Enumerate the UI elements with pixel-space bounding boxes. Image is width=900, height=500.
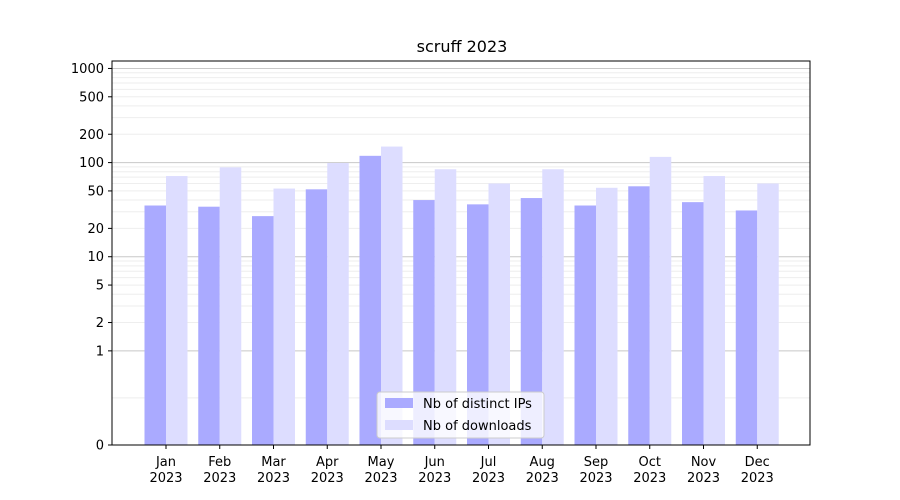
x-tick-label-month: Sep	[584, 455, 609, 470]
y-tick-label: 5	[96, 279, 104, 294]
x-axis: Jan2023Feb2023Mar2023Apr2023May2023Jun20…	[149, 445, 774, 486]
bar-downloads	[757, 183, 779, 445]
y-tick-label: 20	[87, 222, 104, 237]
legend-swatch-downloads	[385, 420, 413, 430]
x-tick-label-year: 2023	[364, 471, 397, 486]
x-tick-label-month: Jan	[155, 455, 176, 470]
bar-distinct-ips	[574, 205, 596, 445]
x-tick-label-year: 2023	[203, 471, 236, 486]
x-tick-label-year: 2023	[149, 471, 182, 486]
chart-title: scruff 2023	[417, 37, 508, 56]
x-tick-label-year: 2023	[579, 471, 612, 486]
x-tick-label-year: 2023	[472, 471, 505, 486]
bar-downloads	[488, 183, 510, 445]
bar-distinct-ips	[305, 189, 328, 445]
x-tick-label-month: Apr	[316, 455, 339, 470]
bar-distinct-ips	[198, 206, 220, 445]
x-tick-label-year: 2023	[633, 471, 666, 486]
y-tick-label: 200	[79, 128, 104, 143]
x-tick-label-month: Nov	[691, 455, 717, 470]
bar-distinct-ips	[144, 205, 166, 445]
bar-distinct-ips	[520, 198, 543, 445]
x-tick-label-month: May	[368, 455, 395, 470]
bars	[144, 146, 779, 446]
bar-distinct-ips	[628, 186, 650, 445]
y-axis: 0 1 2 5 10 20 50 100 200 500 1000	[71, 62, 112, 454]
legend: Nb of distinct IPs Nb of downloads	[376, 391, 545, 439]
x-tick-label-month: Feb	[208, 455, 231, 470]
bar-downloads	[273, 188, 295, 446]
x-tick-label-month: Aug	[530, 455, 555, 470]
bar-downloads	[166, 176, 188, 445]
bar-distinct-ips	[467, 204, 489, 445]
x-tick-label-year: 2023	[311, 471, 344, 486]
bar-downloads	[703, 176, 725, 445]
bar-distinct-ips	[252, 216, 274, 445]
y-tick-label: 1000	[71, 62, 104, 77]
bar-downloads	[434, 169, 457, 445]
y-tick-label: 50	[87, 184, 104, 199]
bar-distinct-ips	[359, 155, 381, 445]
bar-distinct-ips	[682, 202, 704, 445]
bar-downloads	[381, 146, 403, 445]
legend-label-distinct-ips: Nb of distinct IPs	[423, 397, 532, 412]
y-tick-label: 0	[96, 439, 104, 454]
plot-frame	[111, 60, 811, 446]
x-tick-label-year: 2023	[526, 471, 559, 486]
y-tick-label: 1	[96, 344, 104, 359]
legend-swatch-distinct-ips	[385, 398, 413, 408]
x-tick-label-month: Oct	[639, 455, 661, 470]
bar-downloads	[596, 187, 618, 445]
x-tick-label-month: Mar	[261, 455, 286, 470]
x-tick-label-year: 2023	[687, 471, 720, 486]
x-tick-label-year: 2023	[741, 471, 774, 486]
x-tick-label-month: Dec	[745, 455, 770, 470]
bar-distinct-ips	[413, 200, 435, 445]
legend-label-downloads: Nb of downloads	[423, 419, 532, 434]
x-tick-label-year: 2023	[257, 471, 290, 486]
legend-box	[376, 391, 545, 439]
bar-downloads	[542, 169, 564, 445]
y-tick-label: 500	[79, 90, 104, 105]
bar-downloads	[327, 163, 349, 445]
bar-downloads	[649, 156, 672, 445]
x-tick-label-year: 2023	[418, 471, 451, 486]
y-tick-label: 100	[79, 156, 104, 171]
x-tick-label-month: Jun	[424, 455, 445, 470]
y-tick-label: 2	[96, 316, 104, 331]
bar-distinct-ips	[735, 210, 758, 445]
bar-downloads	[219, 167, 242, 446]
y-tick-label: 10	[87, 250, 104, 265]
x-tick-label-month: Jul	[480, 455, 497, 470]
